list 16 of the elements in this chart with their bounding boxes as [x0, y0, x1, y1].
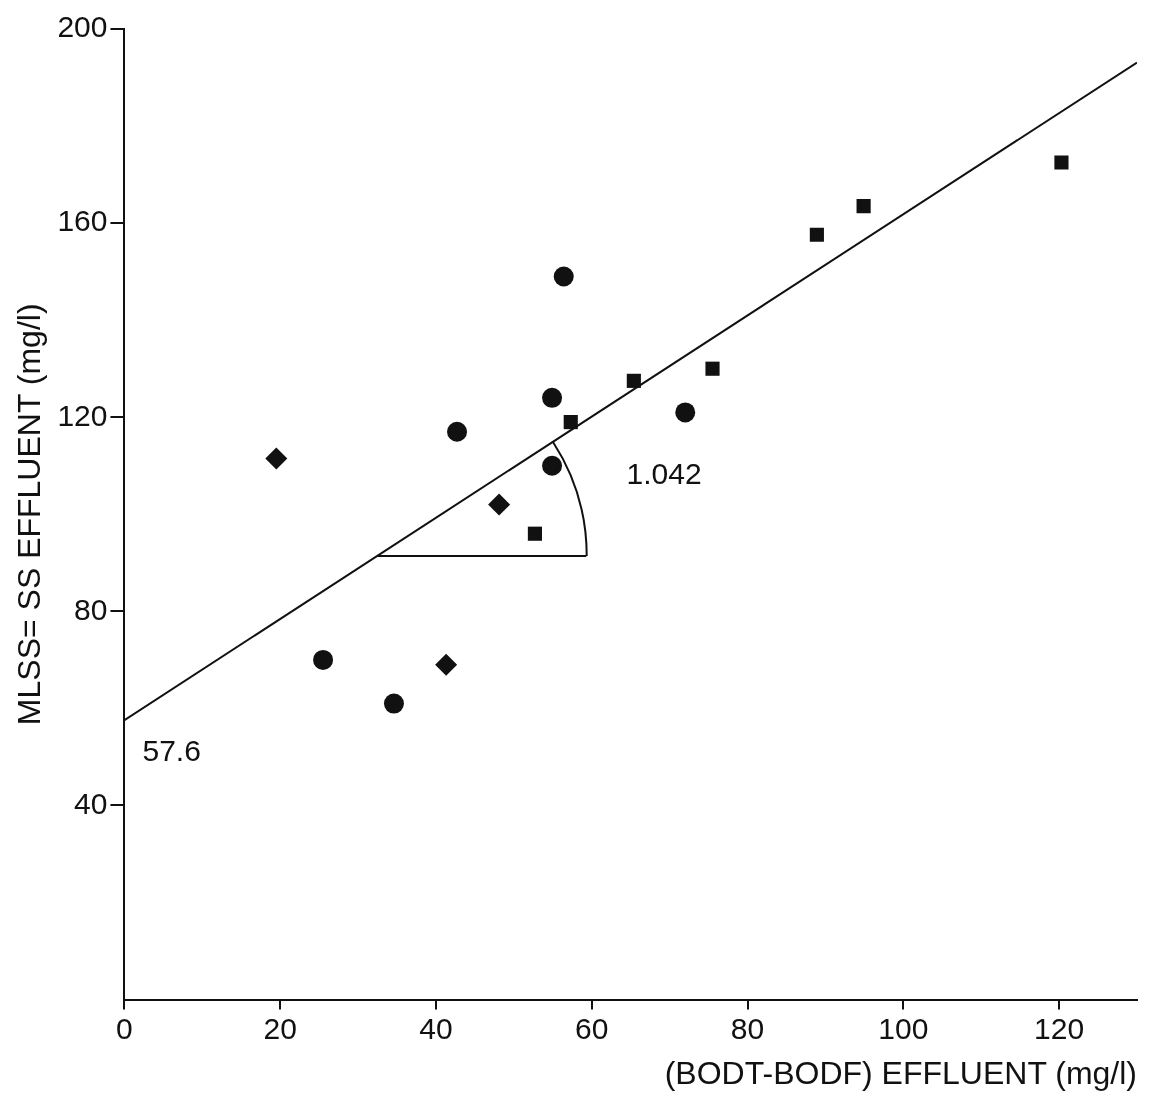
x-tick-label: 120	[1034, 1011, 1085, 1045]
annotation: 57.6	[142, 734, 201, 768]
y-tick-label: 80	[74, 592, 108, 626]
x-tick-label: 20	[263, 1011, 297, 1045]
x-tick-label: 100	[878, 1011, 929, 1045]
x-tick-label: 0	[116, 1011, 133, 1045]
y-axis-title: MLSS= SS EFFLUENT (mg/l)	[11, 303, 48, 726]
y-tick-label: 160	[57, 204, 108, 238]
x-tick-label: 40	[419, 1011, 453, 1045]
x-tick-label: 60	[575, 1011, 609, 1045]
annotation: 1.042	[626, 457, 702, 491]
x-axis-title: (BODT-BODF) EFFLUENT (mg/l)	[664, 1054, 1137, 1091]
x-tick-label: 80	[730, 1011, 765, 1045]
y-tick-label: 120	[57, 398, 108, 432]
y-tick-label: 40	[74, 786, 108, 820]
y-tick-label: 200	[57, 10, 108, 44]
